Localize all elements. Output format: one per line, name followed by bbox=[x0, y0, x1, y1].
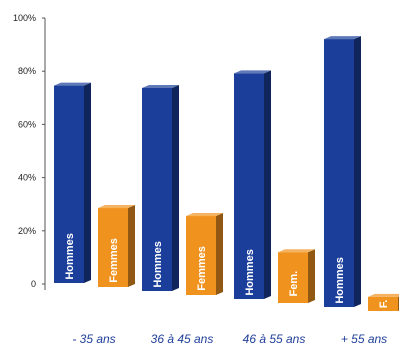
bar-label: Hommes bbox=[64, 233, 76, 279]
bar-label: Femmes bbox=[108, 238, 120, 283]
bar-hommes-2: Hommes bbox=[234, 70, 271, 300]
bar-side bbox=[84, 82, 91, 283]
x-category-label: - 35 ans bbox=[72, 332, 115, 345]
y-tick-label: 40% bbox=[18, 173, 36, 183]
y-tick-label: 0 bbox=[31, 279, 36, 289]
bar-top bbox=[278, 249, 315, 253]
bar-front bbox=[324, 39, 354, 307]
bars: Hommes Femmes Hommes Femmes Hommes Fem. Hommes… bbox=[54, 36, 399, 311]
bar-front bbox=[142, 87, 172, 292]
bar-side bbox=[354, 36, 361, 307]
x-category-label: 36 à 45 ans bbox=[151, 332, 214, 345]
y-tick-label: 100% bbox=[13, 13, 36, 23]
y-axis-ticks: 0 20% 40% 60% 80% 100% bbox=[13, 13, 45, 289]
y-tick-label: 60% bbox=[18, 119, 36, 129]
bar-femmes-3: F. bbox=[368, 293, 399, 311]
bar-label: Fem. bbox=[288, 271, 300, 297]
bar-side bbox=[172, 84, 179, 292]
bar-femmes-1: Femmes bbox=[186, 213, 223, 295]
bar-side bbox=[264, 70, 271, 300]
bar-front bbox=[54, 85, 84, 283]
bar-top bbox=[186, 213, 223, 217]
bar-side bbox=[128, 205, 135, 287]
bar-label: Femmes bbox=[196, 246, 208, 291]
x-category-label: 46 à 55 ans bbox=[243, 332, 306, 345]
bar-top bbox=[142, 84, 179, 88]
bar-top bbox=[324, 36, 361, 40]
bar-label: Hommes bbox=[244, 249, 256, 295]
bar-hommes-1: Hommes bbox=[142, 84, 179, 292]
bar-top bbox=[54, 82, 91, 86]
bar-side bbox=[216, 213, 223, 295]
bar-label: Hommes bbox=[152, 241, 164, 287]
bar-top bbox=[368, 293, 399, 297]
x-axis-categories: - 35 ans 36 à 45 ans 46 à 55 ans + 55 ans bbox=[72, 332, 387, 345]
bar-front bbox=[368, 296, 398, 311]
y-tick-label: 20% bbox=[18, 226, 36, 236]
bar-front bbox=[186, 216, 216, 295]
bar-front bbox=[278, 252, 308, 303]
bar-side bbox=[308, 249, 315, 303]
bar-femmes-0: Femmes bbox=[98, 205, 135, 287]
bar-label: Hommes bbox=[334, 257, 346, 303]
bar-front bbox=[98, 208, 128, 287]
x-category-label: + 55 ans bbox=[341, 332, 387, 345]
bar-top bbox=[98, 205, 135, 209]
bar-femmes-2: Fem. bbox=[278, 249, 315, 303]
bar-label: F. bbox=[378, 300, 390, 309]
bar-hommes-0: Hommes bbox=[54, 82, 91, 283]
bar-hommes-3: Hommes bbox=[324, 36, 361, 307]
bar-top bbox=[234, 70, 271, 74]
y-tick-label: 80% bbox=[18, 66, 36, 76]
bar-front bbox=[234, 73, 264, 300]
